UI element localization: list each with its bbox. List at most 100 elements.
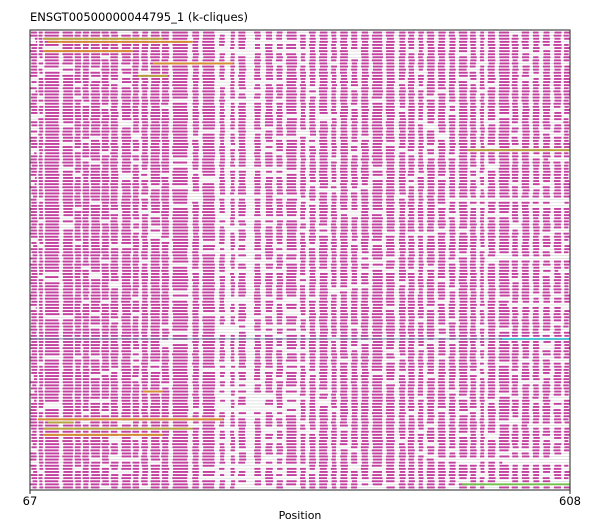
track-segment: [74, 183, 81, 186]
track-segment: [202, 167, 215, 170]
track-segment: [82, 183, 89, 186]
track-segment: [31, 68, 37, 71]
track-segment: [563, 208, 570, 210]
track-segment: [331, 130, 337, 133]
track-segment: [542, 155, 551, 158]
track-segment: [102, 273, 109, 275]
track-segment: [408, 189, 415, 192]
track-segment: [331, 325, 337, 328]
track-segment: [150, 297, 160, 300]
track-segment: [521, 266, 529, 269]
track-row: [30, 328, 570, 331]
track-segment: [459, 40, 468, 43]
track-segment: [300, 37, 306, 40]
track-segment: [254, 78, 261, 80]
track-segment: [101, 139, 109, 142]
track-segment: [203, 34, 215, 37]
track-segment: [202, 319, 215, 322]
track-segment: [512, 109, 519, 111]
track-segment: [511, 170, 519, 173]
track-segment: [408, 217, 415, 220]
track-segment: [512, 291, 519, 294]
track-segment: [239, 133, 246, 136]
track-segment: [361, 96, 368, 99]
track-segment: [38, 322, 44, 325]
track-segment: [121, 242, 131, 244]
track-segment: [101, 170, 109, 173]
track-segment: [63, 341, 74, 343]
track-segment: [151, 322, 160, 325]
track-segment: [351, 300, 358, 303]
track-segment: [101, 316, 109, 319]
track-segment: [438, 266, 445, 269]
track-segment: [553, 173, 561, 176]
track-segment: [399, 316, 406, 319]
track-segment: [276, 189, 283, 192]
track-segment: [479, 195, 485, 198]
track-segment: [340, 56, 348, 59]
track-segment: [63, 238, 73, 241]
track-segment: [372, 44, 383, 46]
track-row: [30, 152, 570, 155]
track-segment: [386, 226, 395, 229]
track-segment: [427, 37, 434, 40]
track-segment: [319, 112, 328, 114]
track-segment: [511, 40, 518, 43]
track-segment: [101, 189, 109, 192]
track-segment: [90, 192, 101, 195]
track-segment: [192, 307, 199, 309]
track-segment: [480, 291, 484, 294]
track-segment: [161, 220, 169, 223]
track-segment: [532, 90, 539, 93]
track-segment: [45, 310, 59, 312]
track-segment: [533, 56, 539, 59]
track-segment: [172, 78, 188, 80]
track-segment: [161, 248, 169, 251]
track-segment: [438, 344, 446, 346]
track-segment: [438, 269, 446, 272]
track-segment: [512, 232, 519, 235]
track-segment: [487, 74, 495, 77]
track-segment: [511, 93, 519, 96]
track-segment: [512, 71, 518, 74]
track-segment: [438, 307, 445, 309]
track-segment: [111, 133, 118, 136]
track-segment: [426, 303, 435, 306]
track-segment: [173, 257, 188, 260]
track-gap-line: [30, 112, 570, 114]
track-segment: [173, 136, 188, 139]
track-segment: [386, 44, 395, 46]
track-segment: [469, 288, 476, 291]
track-segment: [554, 269, 559, 272]
track-segment: [254, 198, 261, 201]
track-segment: [110, 74, 119, 77]
track-segment: [35, 177, 37, 179]
track-segment: [554, 87, 561, 90]
track-segment: [470, 109, 476, 111]
track-segment: [351, 350, 358, 353]
track-segment: [512, 121, 518, 124]
track-segment: [521, 291, 530, 294]
track-segment: [219, 146, 225, 148]
track-segment: [553, 288, 562, 291]
track-segment: [533, 71, 539, 74]
track-segment: [331, 235, 336, 238]
track-segment: [142, 204, 148, 207]
track-gap-line: [30, 347, 570, 349]
track-segment: [142, 152, 148, 155]
track-segment: [299, 307, 306, 309]
track-segment: [162, 310, 169, 312]
track-segment: [487, 254, 496, 257]
track-segment: [459, 263, 468, 266]
track-segment: [286, 149, 297, 152]
track-segment: [276, 229, 283, 232]
track-segment: [426, 87, 435, 90]
track-segment: [308, 235, 316, 238]
track-segment: [399, 130, 406, 133]
track-segment: [141, 217, 148, 220]
track-segment: [512, 328, 518, 331]
track-segment: [459, 173, 468, 176]
track-segment: [230, 47, 235, 49]
track-segment: [427, 56, 435, 59]
track-segment: [488, 189, 496, 192]
